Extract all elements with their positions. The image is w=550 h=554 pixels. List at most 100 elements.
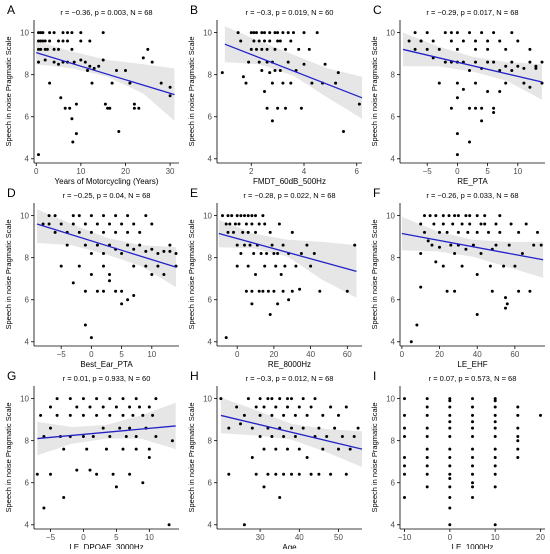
panel-a-x-label: Years of Motorcycling (Years) [55, 177, 159, 186]
panel-f-stats: r = −0.26, p = 0.033, N = 68 [426, 191, 518, 200]
panel-d-point [120, 222, 124, 226]
panel-a-point [37, 153, 40, 157]
panel-a-point [115, 69, 118, 72]
panel-a-point [74, 102, 78, 106]
panel-b-x-label: FMDT_60dB_500Hz [253, 177, 326, 186]
panel-a-point [43, 39, 47, 43]
panel-g-point [124, 435, 128, 438]
panel-a-point [57, 47, 60, 51]
panel-a-point [37, 31, 40, 35]
panel-b-point [270, 81, 274, 85]
panel-i-point [403, 472, 406, 476]
panel-d-point [156, 264, 160, 268]
panel-e-point [298, 287, 302, 291]
panel-f-point [460, 264, 464, 268]
panel-f-point [488, 264, 492, 268]
panel-b-point [260, 31, 264, 35]
panel-h-x-label: Age [282, 543, 297, 549]
panel-a-point [61, 31, 65, 35]
panel-d-point [144, 249, 148, 253]
panel-a-point [70, 31, 74, 35]
panel-f-point [513, 264, 517, 268]
panel-a-point [110, 81, 114, 85]
panel-e-point [254, 214, 257, 218]
panel-d-point [156, 252, 160, 255]
panel-g-point [121, 397, 125, 401]
panel-b-point [323, 62, 327, 66]
panel-a-point [57, 62, 60, 66]
panel-b-point [276, 31, 280, 35]
panel-g-point [55, 413, 59, 417]
panel-d-point [71, 281, 75, 285]
panel-d-point [174, 252, 178, 255]
panel-d-point [144, 264, 148, 268]
panel-g-point [128, 472, 132, 476]
panel-c-point [510, 31, 514, 35]
panel-d-point [83, 289, 87, 293]
panel-f-point [498, 230, 502, 234]
panel-b-point [263, 90, 266, 93]
panel-e-point [281, 243, 285, 247]
panel-g-point [108, 397, 112, 401]
panel-b-point [263, 39, 266, 43]
panel-f-y-tick-label: 4 [391, 337, 396, 346]
panel-a-x-tick-label: 10 [76, 167, 85, 176]
panel-a-point [48, 81, 52, 85]
panel-e-y-tick-label: 10 [203, 211, 212, 220]
panel-b-point [342, 130, 345, 133]
panel-c-point [480, 106, 484, 110]
panel-f-point [419, 222, 423, 226]
panel-d-x-tick-label: 0 [89, 350, 94, 359]
panel-f-x-tick-label: 40 [473, 350, 482, 359]
panel-c-point [443, 31, 447, 35]
panel-b-point [276, 39, 280, 43]
panel-b-point [257, 39, 261, 43]
panel-g-point [81, 435, 85, 438]
panel-c-x-tick-label: 0 [455, 167, 460, 176]
panel-b-point [273, 31, 277, 35]
panel-g-point [49, 426, 52, 430]
panel-a-point [128, 81, 132, 85]
panel-a-point [103, 102, 107, 106]
panel-e-point [263, 264, 267, 268]
panel-b-point [268, 71, 272, 75]
panel-d-point [114, 214, 118, 218]
panel-i-point [493, 399, 497, 403]
panel-f-point [509, 222, 513, 226]
panel-f-point [524, 222, 528, 226]
panel-i-point [471, 447, 474, 451]
panel-b-point [220, 71, 224, 75]
panel-c-point [468, 31, 471, 35]
panel-e-point [281, 289, 285, 293]
panel-g-point [88, 468, 92, 472]
panel-e-point [248, 243, 252, 247]
panel-e-point [250, 214, 254, 218]
panel-d-confidence-band [37, 209, 176, 288]
panel-f-y-tick-label: 6 [391, 295, 396, 304]
panel-c-point [455, 96, 459, 100]
panel-c-point [498, 90, 502, 93]
panel-g-point [147, 447, 151, 451]
panel-i-x-tick-label: 20 [536, 533, 545, 542]
panel-a-point [39, 39, 43, 43]
panel-h-point [301, 397, 305, 401]
panel-b-point [241, 75, 245, 79]
panel-i-point [471, 481, 474, 485]
panel-e-point [261, 289, 265, 293]
panel-a-point [48, 31, 52, 35]
panel-h-point [270, 435, 274, 438]
panel-g-point [95, 472, 99, 476]
panel-b-y-tick-label: 10 [203, 28, 212, 37]
panel-i-point [493, 405, 497, 409]
panel-d-point [89, 252, 93, 255]
panel-i-point [493, 464, 497, 468]
panel-a-point [79, 58, 83, 62]
panel-c-point [474, 81, 477, 85]
panel-g-point [121, 447, 125, 451]
panel-i-point [448, 472, 452, 476]
